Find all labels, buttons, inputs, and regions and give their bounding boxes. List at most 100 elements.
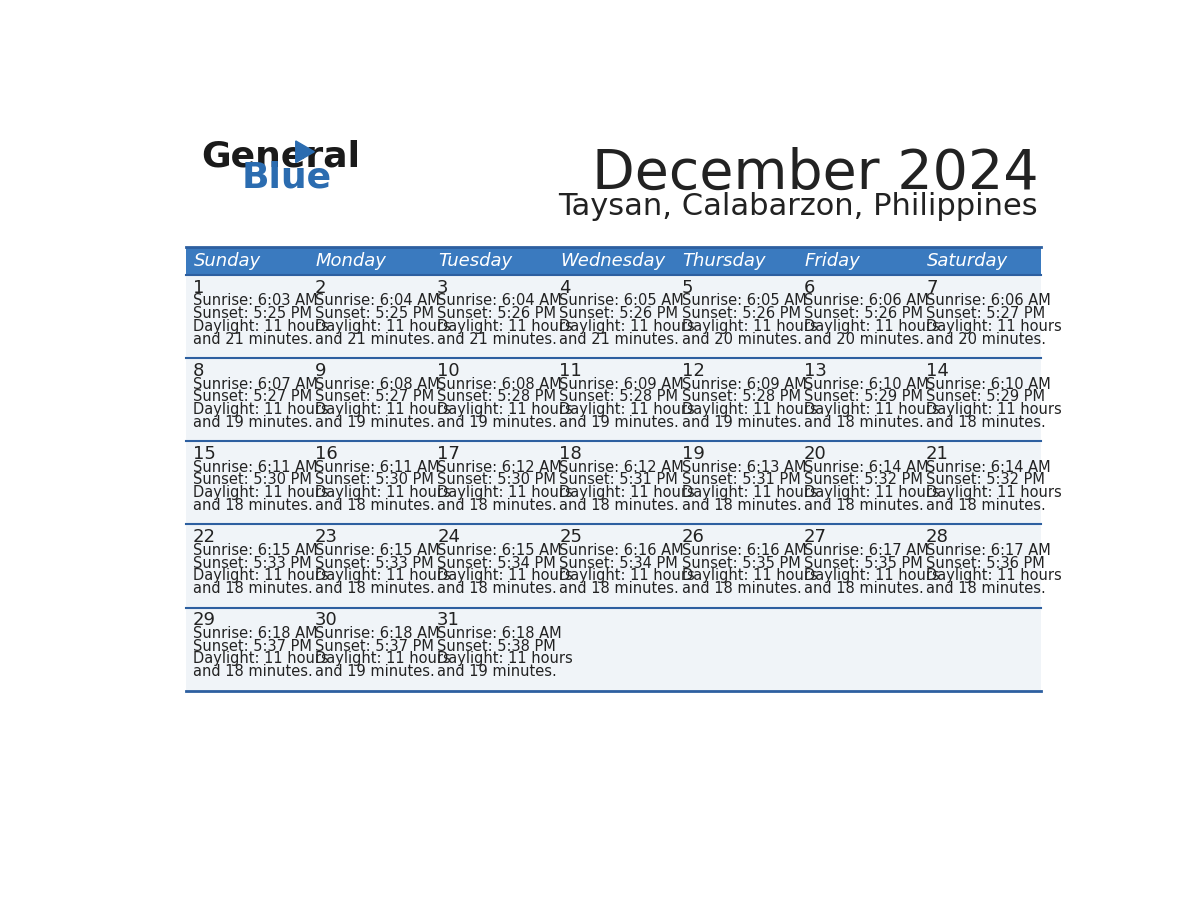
Text: Sunrise: 6:10 AM: Sunrise: 6:10 AM: [927, 376, 1051, 392]
Text: and 18 minutes.: and 18 minutes.: [804, 498, 923, 513]
Text: Sunrise: 6:14 AM: Sunrise: 6:14 AM: [804, 460, 929, 475]
Text: Sunrise: 6:14 AM: Sunrise: 6:14 AM: [927, 460, 1050, 475]
Text: Sunset: 5:25 PM: Sunset: 5:25 PM: [315, 306, 434, 321]
Text: 7: 7: [927, 279, 937, 297]
Text: Daylight: 11 hours: Daylight: 11 hours: [560, 402, 695, 417]
Text: Sunset: 5:34 PM: Sunset: 5:34 PM: [437, 555, 556, 571]
Text: Daylight: 11 hours: Daylight: 11 hours: [560, 568, 695, 583]
Text: General: General: [201, 140, 360, 174]
Text: Sunrise: 6:17 AM: Sunrise: 6:17 AM: [927, 543, 1051, 558]
Text: Sunset: 5:36 PM: Sunset: 5:36 PM: [927, 555, 1044, 571]
Text: Sunset: 5:32 PM: Sunset: 5:32 PM: [804, 473, 923, 487]
Text: Tuesday: Tuesday: [438, 252, 512, 270]
Text: 4: 4: [560, 279, 571, 297]
Bar: [185, 442, 308, 524]
Text: 24: 24: [437, 528, 460, 546]
Text: Daylight: 11 hours: Daylight: 11 hours: [682, 402, 817, 417]
Bar: [430, 358, 552, 442]
Text: 2: 2: [315, 279, 327, 297]
Text: 11: 11: [560, 362, 582, 380]
Text: and 18 minutes.: and 18 minutes.: [682, 498, 802, 513]
Text: Sunrise: 6:10 AM: Sunrise: 6:10 AM: [804, 376, 929, 392]
Bar: [797, 442, 920, 524]
Text: Sunset: 5:26 PM: Sunset: 5:26 PM: [437, 306, 556, 321]
Text: Sunset: 5:32 PM: Sunset: 5:32 PM: [927, 473, 1045, 487]
Text: Daylight: 11 hours: Daylight: 11 hours: [804, 568, 940, 583]
Bar: [185, 608, 308, 690]
Text: Sunrise: 6:13 AM: Sunrise: 6:13 AM: [682, 460, 807, 475]
Text: Daylight: 11 hours: Daylight: 11 hours: [560, 319, 695, 334]
Text: Sunrise: 6:05 AM: Sunrise: 6:05 AM: [560, 294, 684, 308]
Text: Sunrise: 6:06 AM: Sunrise: 6:06 AM: [804, 294, 929, 308]
Text: Sunset: 5:31 PM: Sunset: 5:31 PM: [560, 473, 678, 487]
Text: Sunrise: 6:08 AM: Sunrise: 6:08 AM: [315, 376, 440, 392]
Text: and 19 minutes.: and 19 minutes.: [315, 415, 435, 430]
Text: Sunrise: 6:04 AM: Sunrise: 6:04 AM: [437, 294, 562, 308]
Text: Daylight: 11 hours: Daylight: 11 hours: [315, 652, 450, 666]
Text: Sunset: 5:33 PM: Sunset: 5:33 PM: [315, 555, 434, 571]
Text: 21: 21: [927, 445, 949, 463]
Text: Sunset: 5:33 PM: Sunset: 5:33 PM: [192, 555, 311, 571]
Text: 15: 15: [192, 445, 215, 463]
Text: Sunrise: 6:07 AM: Sunrise: 6:07 AM: [192, 376, 317, 392]
Text: and 20 minutes.: and 20 minutes.: [804, 331, 924, 346]
Bar: [308, 524, 430, 608]
Text: Sunset: 5:26 PM: Sunset: 5:26 PM: [560, 306, 678, 321]
Text: Daylight: 11 hours: Daylight: 11 hours: [682, 485, 817, 500]
Bar: [920, 274, 1042, 358]
Text: 1: 1: [192, 279, 204, 297]
Bar: [430, 524, 552, 608]
Bar: [308, 274, 430, 358]
Bar: [552, 442, 675, 524]
Text: and 21 minutes.: and 21 minutes.: [560, 331, 680, 346]
Text: and 19 minutes.: and 19 minutes.: [192, 415, 312, 430]
Text: Sunset: 5:28 PM: Sunset: 5:28 PM: [437, 389, 556, 404]
Text: 3: 3: [437, 279, 449, 297]
Text: Sunset: 5:26 PM: Sunset: 5:26 PM: [804, 306, 923, 321]
Bar: [920, 442, 1042, 524]
Text: 17: 17: [437, 445, 460, 463]
Text: Sunset: 5:25 PM: Sunset: 5:25 PM: [192, 306, 311, 321]
Text: Sunset: 5:30 PM: Sunset: 5:30 PM: [315, 473, 434, 487]
Text: Daylight: 11 hours: Daylight: 11 hours: [437, 402, 573, 417]
Text: Sunset: 5:27 PM: Sunset: 5:27 PM: [315, 389, 434, 404]
Text: and 18 minutes.: and 18 minutes.: [192, 498, 312, 513]
Text: Thursday: Thursday: [682, 252, 766, 270]
Bar: [185, 247, 308, 274]
Text: Sunrise: 6:15 AM: Sunrise: 6:15 AM: [192, 543, 317, 558]
Text: Sunrise: 6:16 AM: Sunrise: 6:16 AM: [682, 543, 807, 558]
Text: Daylight: 11 hours: Daylight: 11 hours: [804, 485, 940, 500]
Bar: [920, 608, 1042, 690]
Text: Daylight: 11 hours: Daylight: 11 hours: [437, 319, 573, 334]
Text: and 21 minutes.: and 21 minutes.: [192, 331, 312, 346]
Text: Sunset: 5:29 PM: Sunset: 5:29 PM: [804, 389, 923, 404]
Text: Sunrise: 6:12 AM: Sunrise: 6:12 AM: [560, 460, 684, 475]
Text: Sunrise: 6:11 AM: Sunrise: 6:11 AM: [315, 460, 440, 475]
Text: Sunrise: 6:18 AM: Sunrise: 6:18 AM: [437, 626, 562, 641]
Bar: [552, 358, 675, 442]
Bar: [185, 358, 308, 442]
Text: and 18 minutes.: and 18 minutes.: [560, 581, 680, 596]
Text: Daylight: 11 hours: Daylight: 11 hours: [315, 568, 450, 583]
Text: Daylight: 11 hours: Daylight: 11 hours: [682, 319, 817, 334]
Text: and 18 minutes.: and 18 minutes.: [315, 581, 435, 596]
Text: and 18 minutes.: and 18 minutes.: [927, 415, 1045, 430]
Text: Sunset: 5:31 PM: Sunset: 5:31 PM: [682, 473, 801, 487]
Text: Daylight: 11 hours: Daylight: 11 hours: [192, 485, 328, 500]
Text: and 18 minutes.: and 18 minutes.: [804, 581, 923, 596]
Text: 10: 10: [437, 362, 460, 380]
Bar: [552, 524, 675, 608]
Text: and 19 minutes.: and 19 minutes.: [560, 415, 680, 430]
Text: Saturday: Saturday: [927, 252, 1007, 270]
Text: Daylight: 11 hours: Daylight: 11 hours: [437, 485, 573, 500]
Text: Daylight: 11 hours: Daylight: 11 hours: [927, 485, 1062, 500]
Text: Sunrise: 6:09 AM: Sunrise: 6:09 AM: [682, 376, 807, 392]
Text: Sunrise: 6:03 AM: Sunrise: 6:03 AM: [192, 294, 317, 308]
Text: Sunrise: 6:11 AM: Sunrise: 6:11 AM: [192, 460, 317, 475]
Bar: [675, 442, 797, 524]
Text: and 20 minutes.: and 20 minutes.: [927, 331, 1047, 346]
Bar: [308, 442, 430, 524]
Text: and 18 minutes.: and 18 minutes.: [927, 581, 1045, 596]
Text: and 18 minutes.: and 18 minutes.: [315, 498, 435, 513]
Text: and 18 minutes.: and 18 minutes.: [437, 581, 557, 596]
